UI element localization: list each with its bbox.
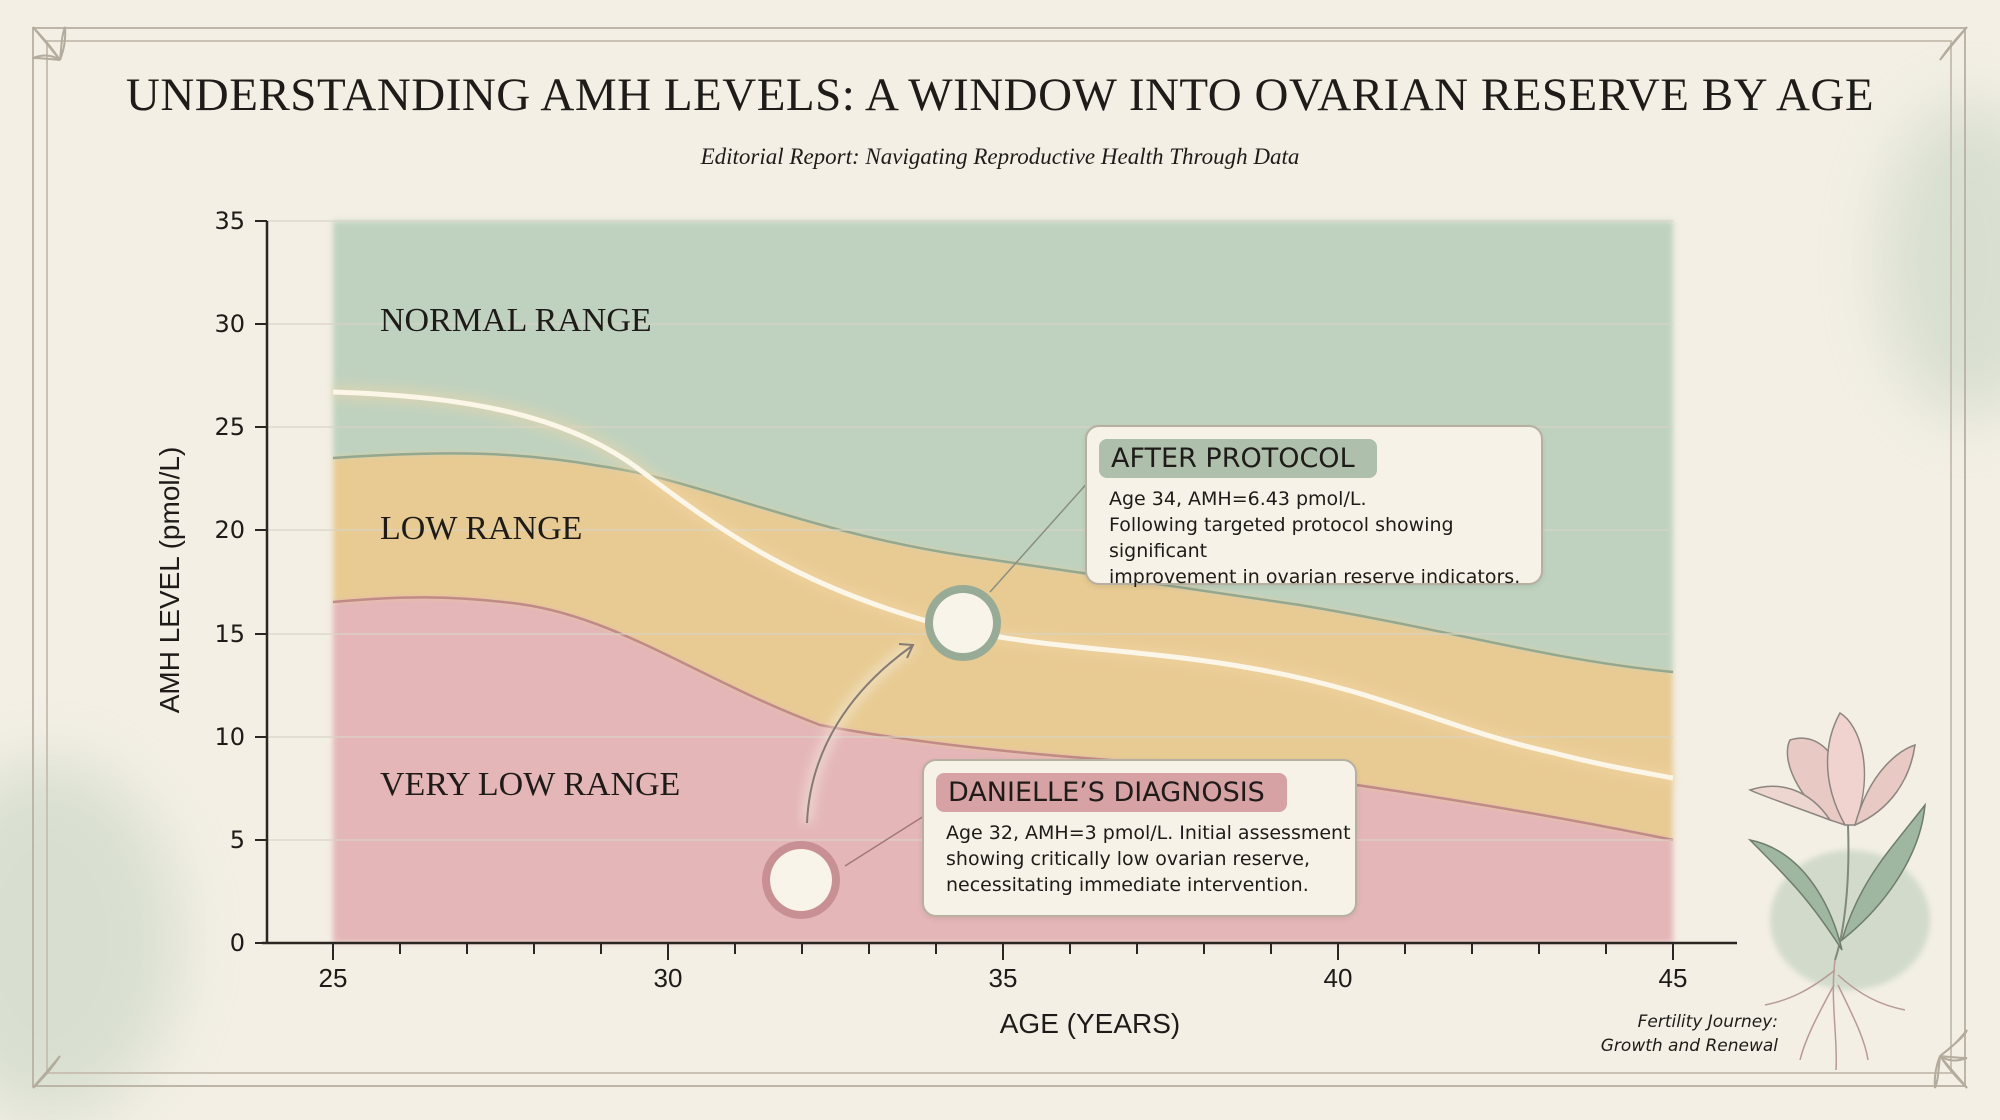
footnote-line: Fertility Journey: <box>1637 1012 1778 1032</box>
y-axis-label: AMH LEVEL (pmol/L) <box>154 446 185 714</box>
after-protocol-line: Age 34, AMH=6.43 pmol/L. <box>1109 488 1367 510</box>
x-tick-label: 45 <box>1658 963 1688 993</box>
after-protocol-line: improvement in ovarian reserve indicator… <box>1109 566 1521 588</box>
y-tick-label: 15 <box>214 620 245 648</box>
leaf-ornament-icon <box>32 26 1968 1089</box>
after-protocol-marker <box>925 585 1001 661</box>
x-axis-label: AGE (YEARS) <box>999 1008 1181 1039</box>
x-tick-label: 35 <box>988 963 1018 993</box>
axes <box>262 221 1737 945</box>
y-tick-label: 20 <box>214 516 245 544</box>
after-protocol-line: Following targeted protocol showing sign… <box>1109 514 1454 562</box>
y-tick-label: 25 <box>214 413 245 441</box>
normal-low-boundary <box>332 452 1674 674</box>
diagnosis-marker <box>762 841 840 919</box>
y-tick-label: 30 <box>214 310 245 338</box>
normal-range-label: NORMAL RANGE <box>380 302 652 339</box>
page-title: UNDERSTANDING AMH LEVELS: A WINDOW INTO … <box>125 69 1875 121</box>
x-tick-label: 40 <box>1323 963 1353 993</box>
decorative-frame-inner <box>46 40 1952 1074</box>
progress-arrow-icon <box>806 645 913 824</box>
footnote-line: Growth and Renewal <box>1600 1036 1778 1056</box>
page-subtitle: Editorial Report: Navigating Reproductiv… <box>700 144 1300 169</box>
x-tick-label: 30 <box>653 963 683 993</box>
y-tick-marks <box>255 220 267 944</box>
diagnosis-title: DANIELLE’S DIAGNOSIS <box>936 773 1287 812</box>
flower-illustration-icon <box>1747 711 1930 1071</box>
footnote: Fertility Journey: Growth and Renewal <box>1601 1010 1778 1058</box>
y-tick-label: 35 <box>214 207 245 235</box>
low-range-label: LOW RANGE <box>380 510 583 547</box>
after-protocol-callout: AFTER PROTOCOL Age 34, AMH=6.43 pmol/L. … <box>1085 425 1543 588</box>
diagnosis-line: Age 32, AMH=3 pmol/L. Initial assessment <box>946 822 1351 844</box>
diagnosis-line: necessitating immediate intervention. <box>946 874 1309 896</box>
x-tick-label: 25 <box>318 963 348 993</box>
after-protocol-title: AFTER PROTOCOL <box>1099 439 1377 478</box>
after-connector <box>989 479 1091 593</box>
y-tick-label: 10 <box>214 723 245 751</box>
diagnosis-connector <box>844 815 925 867</box>
diagnosis-callout: DANIELLE’S DIAGNOSIS Age 32, AMH=3 pmol/… <box>922 759 1357 917</box>
diagnosis-line: showing critically low ovarian reserve, <box>946 848 1310 870</box>
x-tick-marks <box>332 943 1674 960</box>
very-low-range-label: VERY LOW RANGE <box>380 766 681 803</box>
y-tick-label: 0 <box>229 929 245 957</box>
decorative-frame-outer <box>32 27 1966 1087</box>
y-tick-label: 5 <box>229 826 245 854</box>
